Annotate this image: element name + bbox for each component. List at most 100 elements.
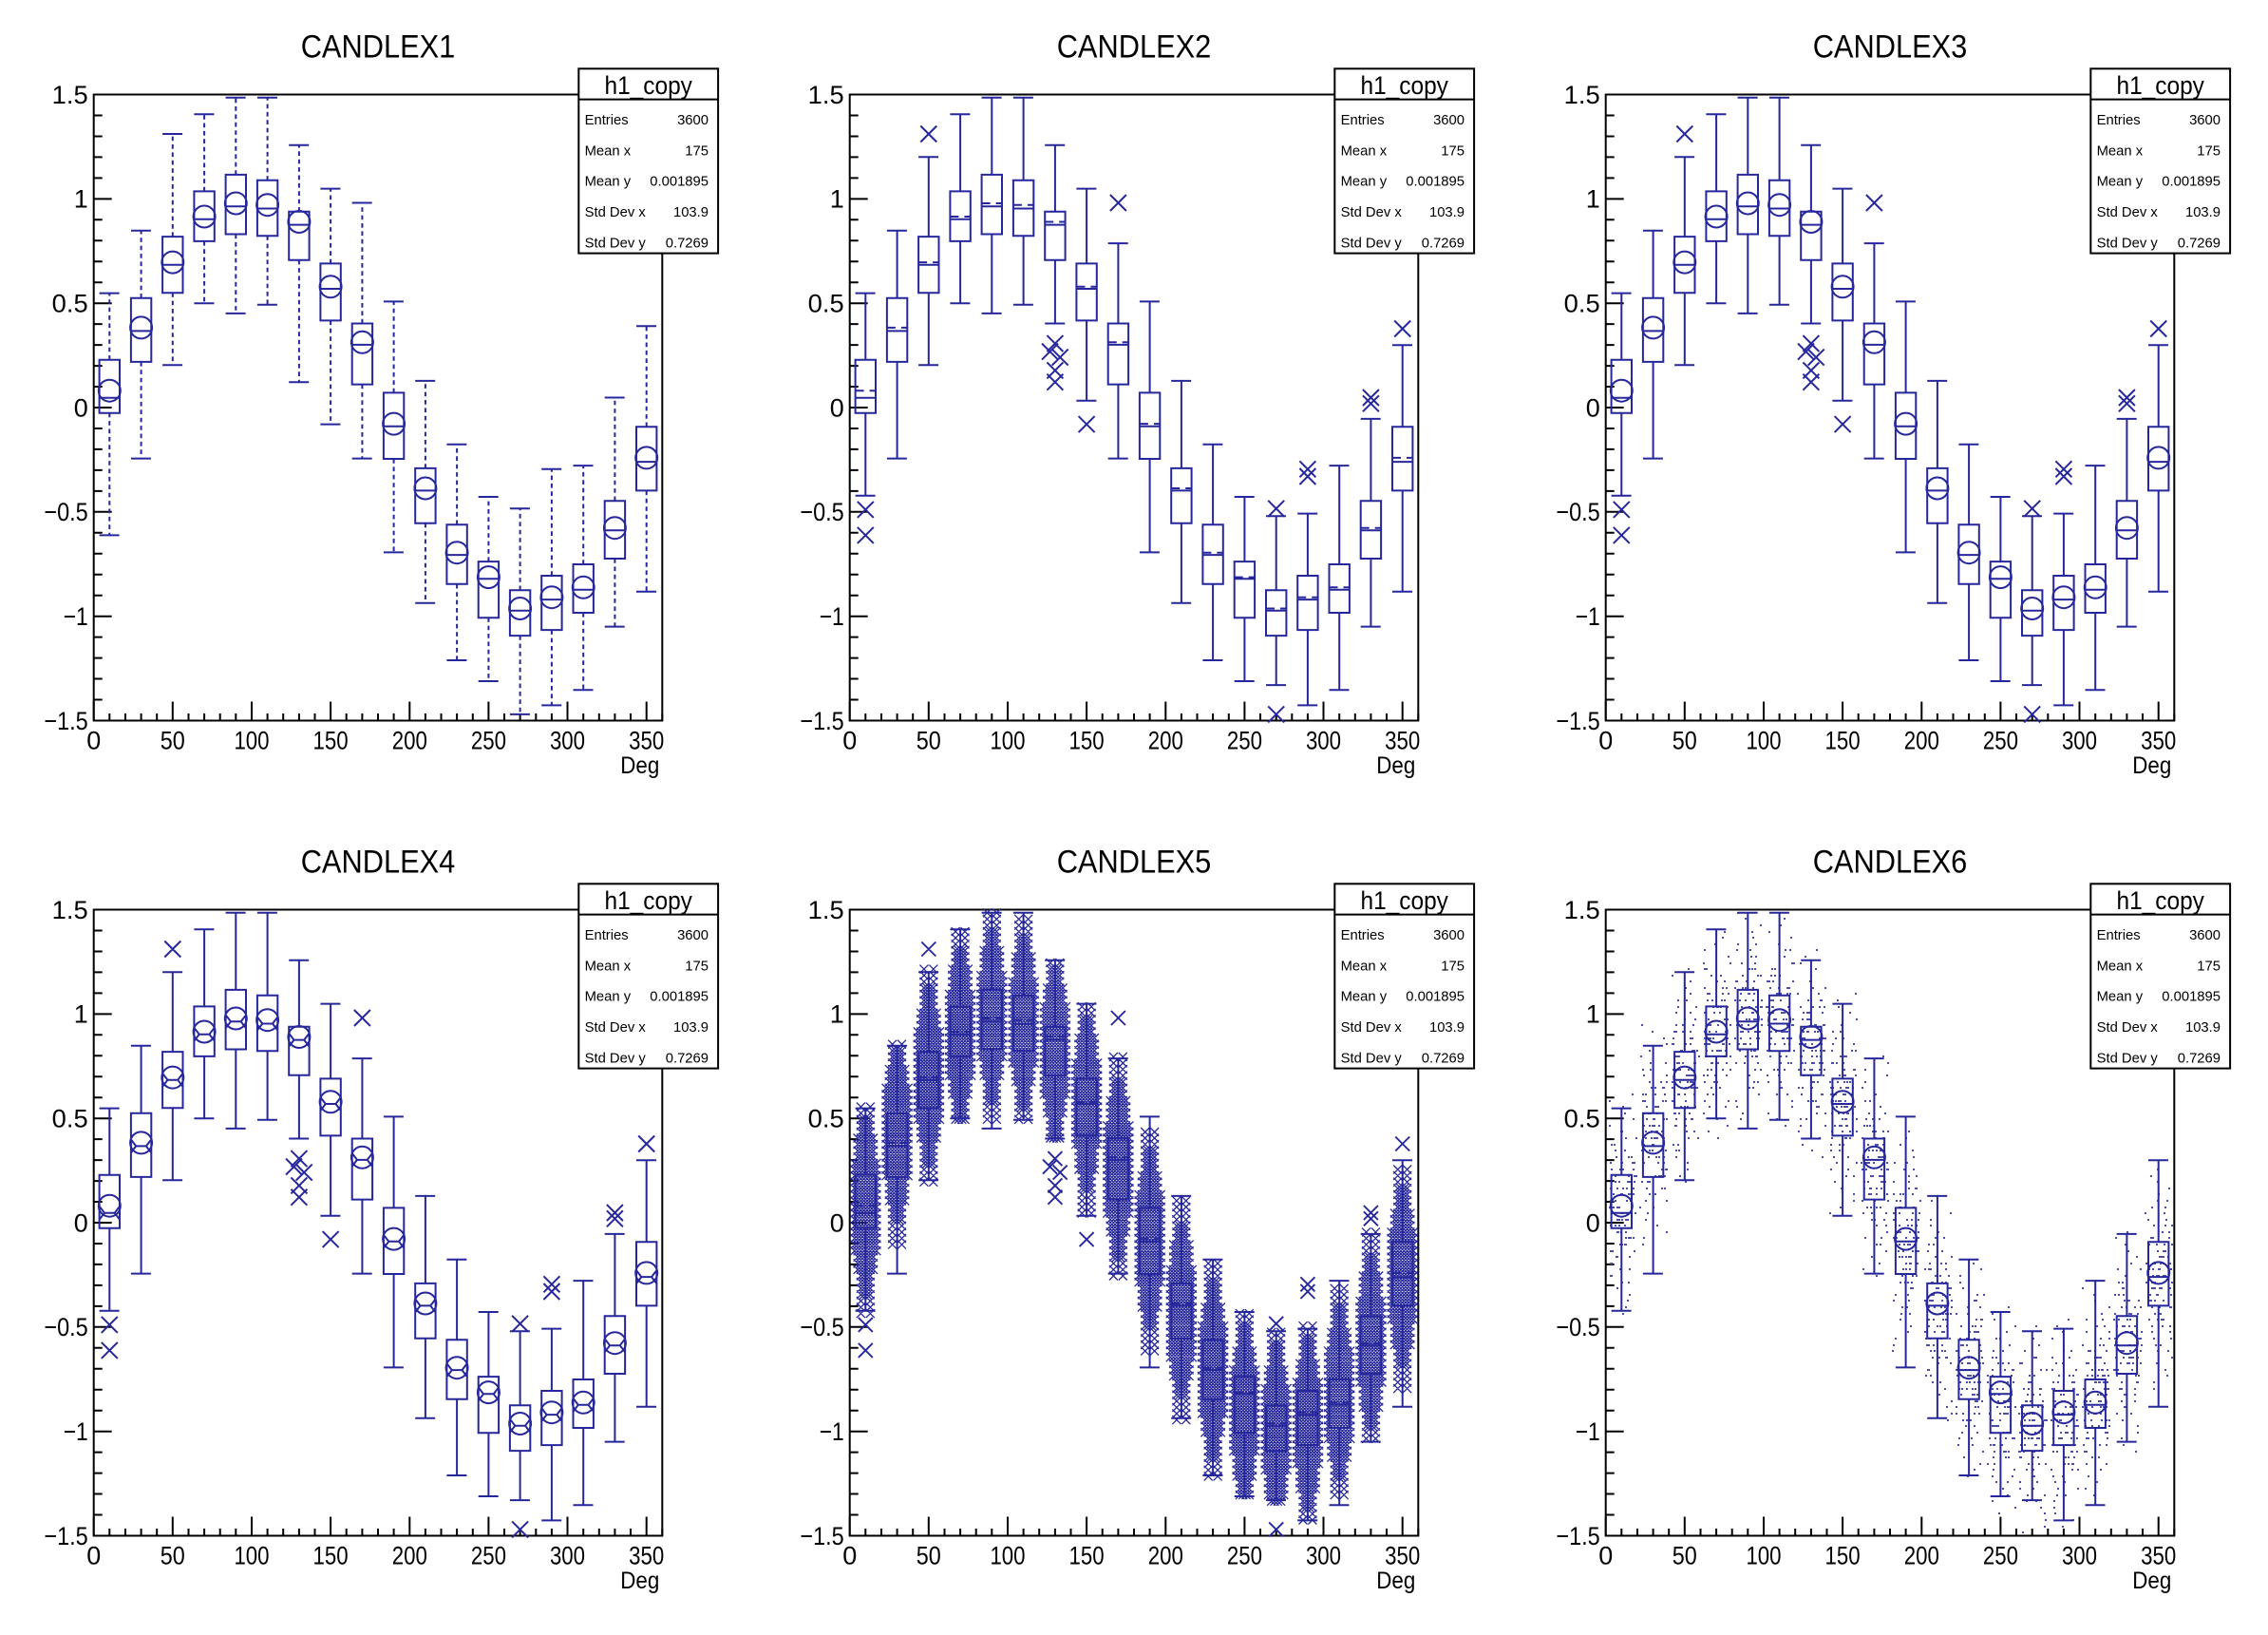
svg-text:175: 175 bbox=[1441, 143, 1465, 159]
svg-text:Mean y: Mean y bbox=[585, 990, 632, 1005]
svg-text:175: 175 bbox=[2197, 143, 2221, 159]
svg-text:Deg: Deg bbox=[1376, 1568, 1415, 1594]
svg-text:3600: 3600 bbox=[677, 113, 709, 128]
svg-text:−1: −1 bbox=[820, 1417, 844, 1446]
svg-text:350: 350 bbox=[2141, 726, 2176, 754]
svg-text:Std Dev y: Std Dev y bbox=[585, 236, 647, 251]
svg-text:250: 250 bbox=[1983, 726, 2018, 754]
svg-text:0: 0 bbox=[830, 393, 844, 422]
svg-text:1: 1 bbox=[74, 185, 88, 214]
svg-text:0.5: 0.5 bbox=[808, 290, 844, 318]
svg-text:103.9: 103.9 bbox=[2185, 1020, 2221, 1036]
svg-text:Std Dev y: Std Dev y bbox=[2097, 1051, 2159, 1066]
svg-text:3600: 3600 bbox=[2189, 113, 2221, 128]
svg-text:h1_copy: h1_copy bbox=[605, 886, 693, 915]
svg-text:0: 0 bbox=[1598, 726, 1613, 754]
svg-text:250: 250 bbox=[1227, 1541, 1262, 1569]
svg-text:Entries: Entries bbox=[1341, 113, 1385, 128]
svg-text:−1: −1 bbox=[64, 602, 88, 631]
svg-text:50: 50 bbox=[917, 726, 941, 754]
svg-text:200: 200 bbox=[1148, 726, 1183, 754]
svg-text:200: 200 bbox=[1148, 1541, 1183, 1569]
svg-text:150: 150 bbox=[313, 726, 349, 754]
svg-text:150: 150 bbox=[313, 1541, 349, 1569]
svg-text:300: 300 bbox=[2062, 726, 2097, 754]
svg-text:Entries: Entries bbox=[2097, 113, 2141, 128]
svg-text:0: 0 bbox=[86, 726, 101, 754]
svg-text:200: 200 bbox=[392, 1541, 427, 1569]
svg-text:Mean x: Mean x bbox=[1341, 959, 1388, 974]
svg-text:200: 200 bbox=[1904, 726, 1939, 754]
svg-text:0.7269: 0.7269 bbox=[666, 1051, 709, 1066]
svg-text:0: 0 bbox=[842, 726, 857, 754]
svg-text:0: 0 bbox=[830, 1208, 844, 1237]
svg-text:150: 150 bbox=[1069, 726, 1105, 754]
svg-text:0.5: 0.5 bbox=[1564, 290, 1600, 318]
svg-text:Mean y: Mean y bbox=[1341, 990, 1388, 1005]
svg-text:103.9: 103.9 bbox=[1429, 1020, 1465, 1036]
svg-text:350: 350 bbox=[629, 726, 664, 754]
svg-text:−1: −1 bbox=[1576, 1417, 1600, 1446]
svg-text:−1: −1 bbox=[1576, 602, 1600, 631]
svg-text:350: 350 bbox=[2141, 1541, 2176, 1569]
svg-text:300: 300 bbox=[550, 726, 585, 754]
svg-text:0.7269: 0.7269 bbox=[1422, 236, 1465, 251]
svg-text:Deg: Deg bbox=[620, 752, 659, 779]
svg-text:0.001895: 0.001895 bbox=[650, 175, 709, 190]
svg-text:0.7269: 0.7269 bbox=[2178, 1051, 2221, 1066]
svg-text:0: 0 bbox=[74, 393, 88, 422]
svg-text:h1_copy: h1_copy bbox=[605, 71, 693, 100]
svg-text:103.9: 103.9 bbox=[673, 1020, 709, 1036]
svg-text:−0.5: −0.5 bbox=[44, 1313, 87, 1341]
svg-text:1: 1 bbox=[830, 185, 844, 214]
svg-text:100: 100 bbox=[234, 726, 269, 754]
svg-text:175: 175 bbox=[685, 143, 709, 159]
svg-text:Mean x: Mean x bbox=[585, 959, 632, 974]
svg-text:175: 175 bbox=[685, 959, 709, 974]
svg-text:103.9: 103.9 bbox=[1429, 205, 1465, 220]
svg-text:CANDLEX3: CANDLEX3 bbox=[1813, 29, 1968, 65]
svg-text:0.001895: 0.001895 bbox=[1406, 175, 1465, 190]
svg-text:0: 0 bbox=[86, 1541, 101, 1569]
svg-text:100: 100 bbox=[990, 726, 1025, 754]
svg-text:350: 350 bbox=[1385, 1541, 1420, 1569]
svg-text:Std Dev y: Std Dev y bbox=[2097, 236, 2159, 251]
svg-text:300: 300 bbox=[2062, 1541, 2097, 1569]
svg-text:Entries: Entries bbox=[2097, 928, 2141, 943]
svg-text:−1: −1 bbox=[64, 1417, 88, 1446]
svg-text:350: 350 bbox=[629, 1541, 664, 1569]
svg-text:Std Dev x: Std Dev x bbox=[2097, 205, 2159, 220]
svg-text:Deg: Deg bbox=[620, 1568, 659, 1594]
svg-text:1.5: 1.5 bbox=[808, 896, 844, 924]
svg-text:0.001895: 0.001895 bbox=[650, 990, 709, 1005]
svg-text:Mean x: Mean x bbox=[585, 143, 632, 159]
svg-text:103.9: 103.9 bbox=[2185, 205, 2221, 220]
svg-text:Std Dev y: Std Dev y bbox=[1341, 236, 1403, 251]
svg-text:1: 1 bbox=[830, 1000, 844, 1029]
svg-text:−1.5: −1.5 bbox=[800, 1522, 843, 1550]
svg-text:3600: 3600 bbox=[1433, 928, 1465, 943]
svg-text:50: 50 bbox=[161, 726, 185, 754]
svg-text:−1.5: −1.5 bbox=[44, 1522, 87, 1550]
svg-text:1.5: 1.5 bbox=[1564, 81, 1600, 109]
svg-text:Std Dev x: Std Dev x bbox=[1341, 1020, 1403, 1036]
svg-text:1.5: 1.5 bbox=[52, 81, 88, 109]
svg-text:0: 0 bbox=[842, 1541, 857, 1569]
svg-text:Mean x: Mean x bbox=[2097, 143, 2144, 159]
svg-text:Mean y: Mean y bbox=[2097, 990, 2144, 1005]
svg-text:Mean y: Mean y bbox=[2097, 175, 2144, 190]
svg-text:1.5: 1.5 bbox=[52, 896, 88, 924]
svg-text:3600: 3600 bbox=[2189, 928, 2221, 943]
svg-text:0.001895: 0.001895 bbox=[1406, 990, 1465, 1005]
svg-text:200: 200 bbox=[1904, 1541, 1939, 1569]
svg-text:0.001895: 0.001895 bbox=[2162, 175, 2221, 190]
svg-text:150: 150 bbox=[1825, 1541, 1861, 1569]
svg-text:100: 100 bbox=[234, 1541, 269, 1569]
svg-text:h1_copy: h1_copy bbox=[2117, 886, 2205, 915]
svg-text:1: 1 bbox=[74, 1000, 88, 1029]
svg-text:CANDLEX6: CANDLEX6 bbox=[1813, 844, 1968, 880]
svg-text:0: 0 bbox=[1586, 393, 1600, 422]
svg-text:Entries: Entries bbox=[585, 928, 629, 943]
svg-text:1: 1 bbox=[1586, 185, 1600, 214]
svg-text:250: 250 bbox=[471, 1541, 506, 1569]
